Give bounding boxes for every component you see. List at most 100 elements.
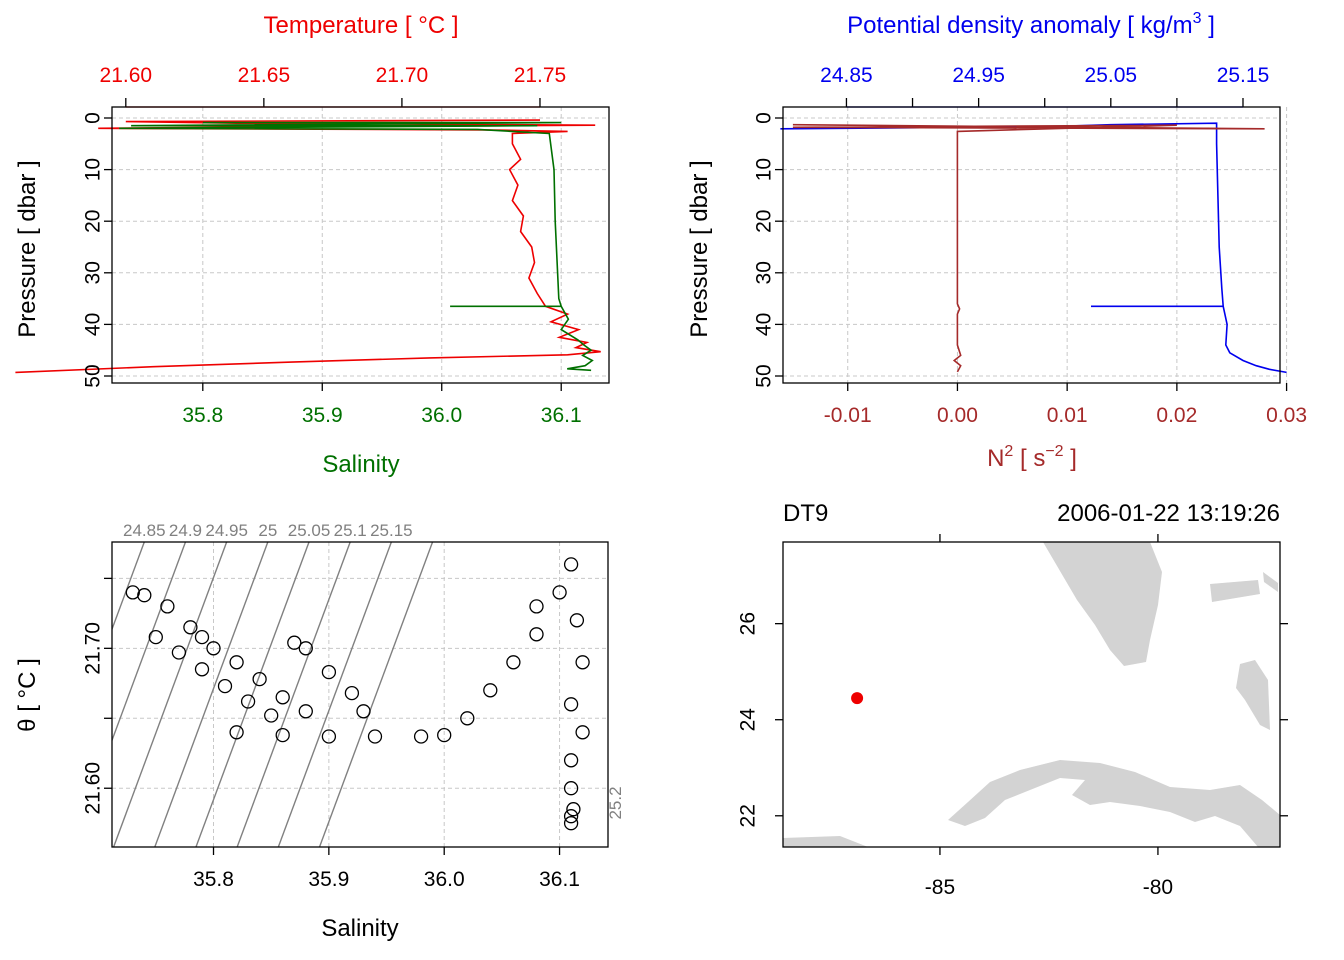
isopycnal-line	[236, 542, 351, 847]
ts-point	[344, 685, 360, 701]
salinity-profile-line	[119, 121, 594, 372]
x-tick-label: 35.9	[308, 868, 349, 891]
ts-point	[356, 704, 371, 719]
land-masses	[783, 542, 1280, 847]
ts-point	[240, 694, 256, 709]
isopycnal-label: 25	[258, 521, 277, 540]
ts-point	[275, 690, 290, 705]
station-map-panel: -85 -80 22 24 26 DT9 2006-01-22 13:19:26	[737, 500, 1288, 899]
isopycnal-label: 25.05	[288, 521, 331, 540]
ts-point	[287, 635, 302, 650]
isopycnal-line	[112, 542, 145, 632]
temperature-tick-label: 21.60	[100, 64, 153, 87]
ts-point	[506, 655, 521, 670]
map-frame	[782, 541, 1281, 848]
n2-axis-label: N2 [ s−2 ]	[987, 443, 1077, 472]
isopycnal-line	[112, 542, 228, 847]
n2-tick-label: 0.01	[1047, 404, 1088, 427]
ts-point	[575, 655, 590, 670]
salinity-tick-label: 35.8	[182, 404, 223, 427]
ts-point	[194, 629, 210, 645]
y-tick-label: 10	[82, 158, 105, 181]
n2-profile-line	[792, 123, 1265, 373]
salinity-tick-label: 35.9	[302, 404, 343, 427]
x-tick-label: 35.8	[193, 868, 234, 891]
ts-point	[194, 662, 210, 677]
x-tick-label: 36.0	[424, 868, 465, 891]
n2-tick-label: 0.02	[1156, 404, 1197, 427]
isopycnal-label: 25.15	[370, 521, 413, 540]
density-tick-label: 25.05	[1085, 64, 1138, 87]
salinity-axis-label: Salinity	[321, 915, 398, 942]
grid	[112, 107, 609, 383]
ts-point	[563, 697, 579, 712]
isopycnals	[112, 542, 434, 847]
ts-point	[529, 599, 544, 614]
isopycnal-label: 25.1	[334, 521, 367, 540]
axes: 0 10 20 30 40 50 -0.01 0.00 0.01 0.02 0.03 24.85 24.…	[753, 64, 1308, 427]
lat-tick-label: 24	[737, 708, 760, 732]
lon-tick-label: -80	[1143, 876, 1173, 899]
isopycnal-label: 24.95	[205, 521, 248, 540]
ts-point	[275, 727, 290, 743]
ts-point	[229, 655, 244, 670]
y-tick-label: 21.70	[82, 622, 105, 675]
ts-point	[563, 809, 579, 824]
ts-point	[569, 613, 585, 628]
station-time: 2006-01-22 13:19:26	[1057, 500, 1280, 527]
station-name: DT9	[783, 500, 828, 527]
density-tick-label: 25.15	[1217, 64, 1270, 87]
n2-tick-label: 0.03	[1266, 404, 1307, 427]
ts-point	[552, 585, 567, 600]
temperature-tick-label: 21.75	[514, 64, 567, 87]
isopycnal-line	[277, 542, 393, 847]
y-tick-label: 30	[753, 261, 776, 284]
plot-frame	[111, 106, 610, 384]
temperature-tick-label: 21.70	[376, 64, 429, 87]
ts-point	[264, 708, 279, 723]
ts-point	[563, 753, 579, 768]
theta-axis-label: θ [ °C ]	[14, 658, 41, 732]
isopycnal-label: 24.9	[169, 521, 202, 540]
ts-point	[252, 671, 267, 687]
y-tick-label: 20	[82, 210, 105, 233]
isopycnal-line	[154, 542, 269, 847]
axes: -85 -80 22 24 26	[737, 534, 1288, 899]
ts-point	[575, 725, 590, 740]
plot-area	[15, 119, 601, 374]
plot-frame	[111, 541, 609, 848]
n2-tick-label: 0.00	[937, 404, 978, 427]
y-tick-label: 10	[753, 158, 776, 181]
land-florida	[1043, 542, 1162, 666]
plot-frame	[782, 106, 1281, 384]
lat-tick-label: 26	[737, 612, 760, 635]
axes: 0 10 20 30 40 50 35.8 35.9 36.0 36.1 21.60 21.65 21.…	[82, 64, 610, 427]
isopycnal-label: 24.85	[123, 521, 166, 540]
ts-point	[321, 729, 337, 744]
y-tick-label: 0	[753, 112, 776, 124]
ts-point	[529, 627, 544, 642]
ts-point	[160, 599, 175, 614]
isopycnal-line	[195, 542, 310, 847]
ts-point	[298, 641, 313, 656]
temperature-axis-label: Temperature [ °C ]	[264, 12, 459, 39]
plot-area	[780, 122, 1287, 374]
y-tick-label: 0	[82, 112, 105, 124]
salinity-axis-label: Salinity	[322, 451, 399, 478]
ts-point	[321, 664, 337, 680]
density-axis-label: Potential density anomaly [ kg/m3 ]	[847, 10, 1215, 39]
salinity-tick-label: 36.1	[541, 404, 582, 427]
density-tick-label: 24.95	[952, 64, 1005, 87]
lon-tick-label: -85	[925, 876, 955, 899]
ts-point	[566, 802, 581, 817]
density-tick-label: 24.85	[820, 64, 873, 87]
y-tick-label: 40	[82, 313, 105, 336]
y-tick-label: 30	[82, 261, 105, 284]
pressure-axis-label: Pressure [ dbar ]	[686, 160, 713, 337]
y-tick-label: 50	[82, 364, 105, 387]
x-tick-label: 36.1	[539, 868, 580, 891]
salinity-tick-label: 36.0	[421, 404, 462, 427]
land-bahamas-2	[1263, 572, 1278, 592]
ts-point	[171, 645, 187, 660]
